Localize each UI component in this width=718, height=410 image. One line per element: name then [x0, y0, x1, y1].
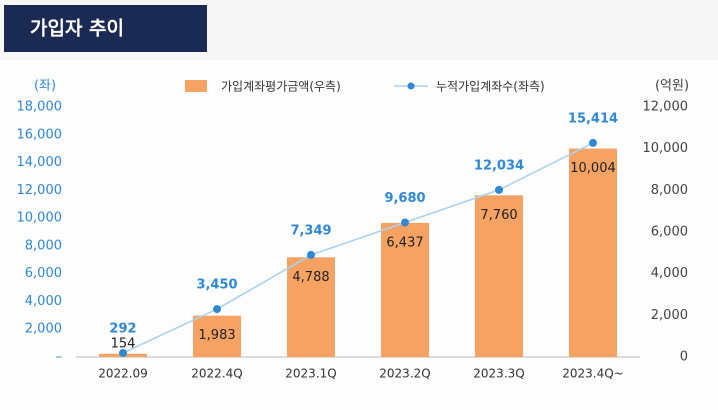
x-tick-label: 2022.09: [98, 367, 148, 381]
y-tick-label: 4,000: [25, 294, 62, 309]
y2-tick-label: 6,000: [651, 225, 688, 240]
line-value-label: 7,349: [290, 223, 331, 238]
y2-tick-label: 12,000: [643, 100, 689, 115]
bar-value-label: 7,760: [480, 208, 517, 223]
y-axis-label: (좌): [34, 79, 56, 94]
bar: [287, 257, 335, 357]
line-point: [307, 250, 315, 259]
y2-tick-label: 4,000: [651, 266, 688, 281]
y-tick-label: 10,000: [17, 211, 63, 226]
x-tick-label: 2023.1Q: [285, 367, 336, 381]
y-tick-label: 12,000: [17, 183, 63, 198]
y2-tick-label: 0: [680, 350, 688, 365]
bar: [569, 148, 617, 357]
line-point: [495, 185, 503, 194]
line-point: [213, 305, 221, 314]
y-tick-label: 6,000: [25, 266, 62, 281]
line-point: [589, 138, 597, 147]
y-tick-label: –: [56, 350, 63, 365]
y2-tick-label: 10,000: [643, 141, 689, 156]
bar: [381, 222, 429, 357]
header-box: [4, 5, 207, 52]
y-tick-label: 18,000: [17, 100, 63, 115]
line-value-label: 15,414: [568, 111, 618, 126]
line-value-label: 3,450: [196, 278, 237, 293]
y-tick-label: 14,000: [17, 155, 63, 170]
line-value-label: 292: [109, 321, 136, 336]
bar-value-label: 6,437: [386, 235, 423, 250]
bar-value-label: 10,004: [570, 161, 616, 176]
line: [122, 142, 594, 354]
legend-swatch-dot: [407, 82, 415, 90]
bar-value-label: 1,983: [198, 328, 235, 343]
y-tick-label: 2,000: [25, 322, 62, 337]
line-value-label: 9,680: [384, 191, 425, 206]
bar: [193, 315, 241, 357]
legend-swatch: [185, 80, 207, 92]
line-point: [119, 348, 127, 357]
line-value-label: 12,034: [474, 158, 524, 173]
y-tick-label: 8,000: [25, 238, 62, 253]
line-point: [401, 218, 409, 227]
x-tick-label: 2023.3Q: [473, 367, 524, 381]
y2-tick-label: 8,000: [651, 183, 688, 198]
y2-axis-label: (억원): [655, 79, 689, 94]
bar-value-label: 4,788: [292, 270, 329, 285]
y-tick-label: 16,000: [17, 127, 63, 142]
header-title: 가입자 추이: [30, 18, 124, 40]
x-tick-label: 2023.4Q~: [562, 367, 624, 381]
legend-label: 누적가입계좌수(좌측): [436, 80, 545, 94]
x-tick-label: 2022.4Q: [191, 367, 242, 381]
y2-tick-label: 2,000: [651, 308, 688, 323]
x-tick-label: 2023.2Q: [379, 367, 430, 381]
bar-value-label: 154: [111, 336, 136, 351]
legend-label: 가입계좌평가금액(우측): [221, 80, 341, 94]
bar: [475, 195, 523, 357]
